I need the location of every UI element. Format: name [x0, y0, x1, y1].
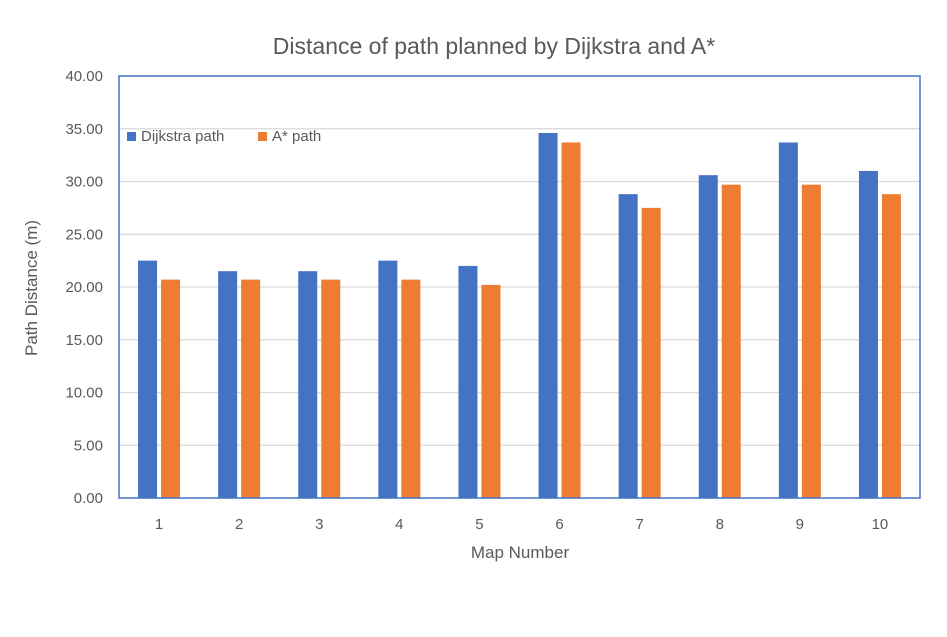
bar-dijkstra — [698, 175, 718, 499]
y-tick-label: 0.00 — [74, 490, 103, 507]
bar-astar — [561, 142, 581, 498]
bar-dijkstra — [138, 260, 158, 498]
x-axis-title: Map Number — [471, 543, 570, 562]
bar-dijkstra — [298, 271, 318, 498]
y-tick-label: 30.00 — [65, 174, 103, 191]
bar-dijkstra — [538, 132, 558, 498]
x-tick-label: 3 — [315, 516, 323, 533]
y-tick-label: 25.00 — [65, 226, 103, 243]
y-tick-label: 5.00 — [74, 437, 103, 454]
y-tick-label: 20.00 — [65, 279, 103, 296]
bar-dijkstra — [778, 142, 798, 498]
legend: Dijkstra path A* path — [127, 128, 321, 145]
x-tick-label: 7 — [635, 516, 643, 533]
chart-title: Distance of path planned by Dijkstra and… — [273, 33, 715, 59]
y-axis-ticks: 0.00 5.00 10.00 15.00 20.00 25.00 30.00 35.00 40… — [65, 68, 103, 507]
legend-label: Dijkstra path — [141, 128, 224, 145]
bar-astar — [721, 184, 741, 499]
x-tick-label: 8 — [716, 516, 724, 533]
bar-astar — [881, 194, 901, 498]
legend-label: A* path — [272, 128, 321, 145]
bar-dijkstra — [378, 260, 398, 498]
bar-astar — [241, 279, 261, 498]
bar-astar — [481, 284, 501, 498]
bar-astar — [401, 279, 421, 498]
y-tick-label: 10.00 — [65, 385, 103, 402]
bar-astar — [161, 279, 181, 498]
y-tick-label: 35.00 — [65, 121, 103, 138]
bar-astar — [801, 184, 821, 499]
bar-dijkstra — [218, 271, 238, 498]
x-tick-label: 5 — [475, 516, 483, 533]
y-tick-label: 15.00 — [65, 332, 103, 349]
legend-swatch — [258, 132, 267, 141]
x-tick-label: 6 — [555, 516, 563, 533]
legend-swatch — [127, 132, 136, 141]
x-tick-label: 4 — [395, 516, 403, 533]
bar-astar — [641, 207, 661, 498]
gridlines — [119, 128, 920, 446]
x-tick-label: 1 — [155, 516, 163, 533]
bar-dijkstra — [858, 170, 878, 498]
x-tick-label: 10 — [872, 516, 889, 533]
bar-dijkstra — [618, 194, 638, 498]
y-tick-label: 40.00 — [65, 68, 103, 85]
x-tick-label: 2 — [235, 516, 243, 533]
bar-dijkstra — [458, 265, 478, 498]
x-axis-ticks: 1 2 3 4 5 6 7 8 9 10 — [155, 516, 888, 533]
x-tick-label: 9 — [796, 516, 804, 533]
plot-area-border — [118, 75, 921, 499]
y-axis-title: Path Distance (m) — [22, 220, 41, 356]
bars — [138, 132, 901, 499]
bar-astar — [321, 279, 341, 498]
